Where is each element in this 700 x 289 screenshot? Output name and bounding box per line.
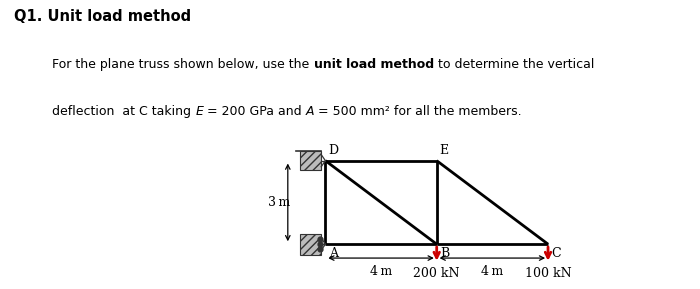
Text: A: A <box>329 247 337 260</box>
Bar <box>300 234 321 255</box>
Text: to determine the vertical: to determine the vertical <box>434 58 594 71</box>
Text: D: D <box>329 144 339 157</box>
Text: For the plane truss shown below, use the: For the plane truss shown below, use the <box>52 58 314 71</box>
Text: 4 m: 4 m <box>481 265 503 278</box>
Text: 100 kN: 100 kN <box>525 267 571 280</box>
Text: B: B <box>440 247 449 260</box>
Text: A: A <box>306 105 314 118</box>
Text: C: C <box>552 247 561 260</box>
Text: 3 m: 3 m <box>268 196 290 209</box>
Text: E: E <box>440 144 449 157</box>
Text: unit load method: unit load method <box>314 58 434 71</box>
Text: E: E <box>195 105 204 118</box>
Text: deflection  at C taking: deflection at C taking <box>52 105 195 118</box>
Text: = 200 GPa and: = 200 GPa and <box>204 105 306 118</box>
Bar <box>300 151 321 171</box>
Text: = 500 mm² for all the members.: = 500 mm² for all the members. <box>314 105 522 118</box>
Text: 4 m: 4 m <box>370 265 392 278</box>
Text: Q1. Unit load method: Q1. Unit load method <box>14 9 191 24</box>
Text: 200 kN: 200 kN <box>414 267 460 280</box>
